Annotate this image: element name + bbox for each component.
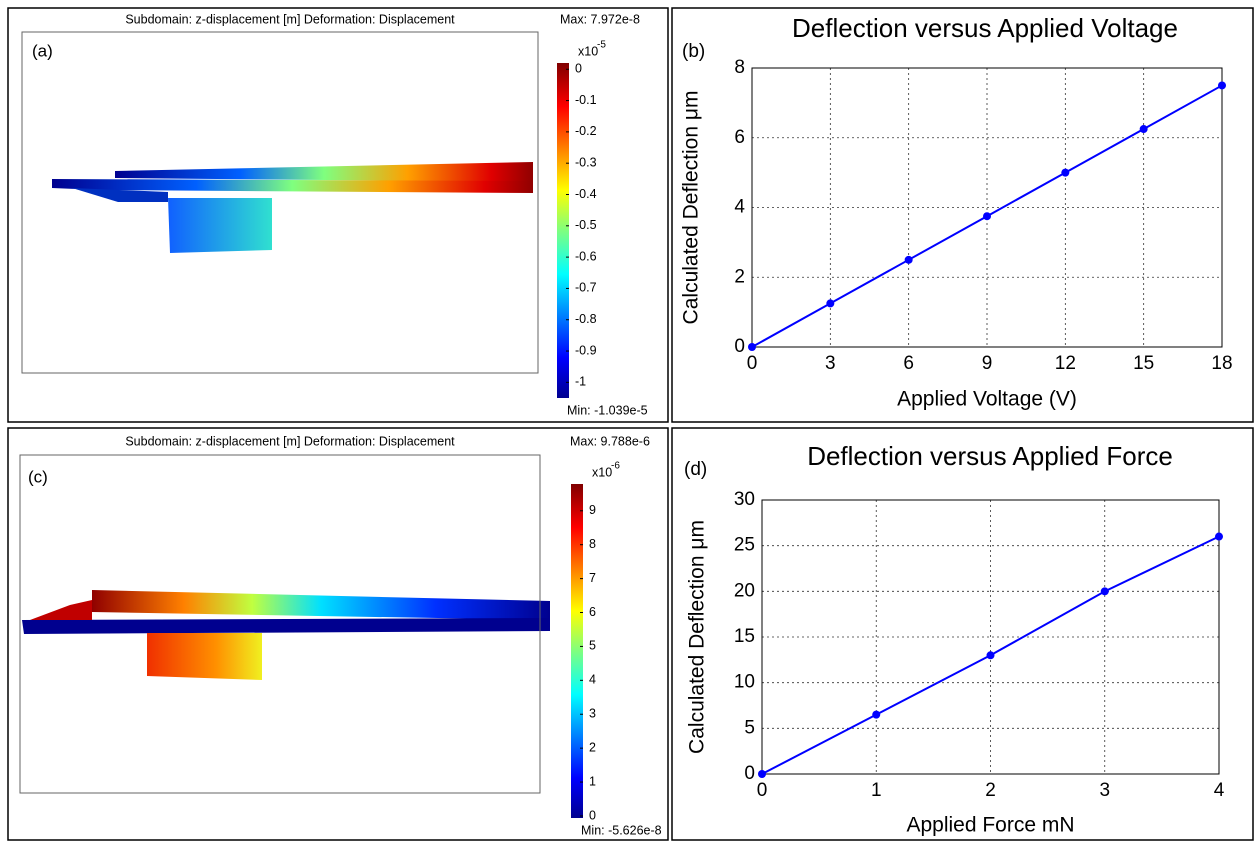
y-tick-label: 15 — [734, 626, 755, 647]
x-tick-label: 4 — [1214, 780, 1225, 801]
colorbar-tick-label: 2 — [589, 740, 596, 754]
colorbar-tick-label: 0 — [575, 62, 582, 76]
y-tick-label: 25 — [734, 535, 755, 556]
beam-c — [22, 590, 550, 680]
max-label: Max: 7.972e-8 — [560, 12, 640, 26]
beam-a — [52, 162, 533, 253]
data-point — [758, 770, 766, 778]
data-point — [872, 711, 880, 719]
y-tick-label: 0 — [734, 336, 745, 357]
y-tick-label: 4 — [734, 197, 745, 218]
x-tick-label: 9 — [982, 353, 993, 374]
colorbar-exponent-base: x10 — [592, 465, 612, 479]
data-point — [748, 343, 756, 351]
colorbar-tick-label: -0.8 — [575, 312, 597, 326]
data-point — [1101, 587, 1109, 595]
chart-title: Deflection versus Applied Force — [807, 441, 1173, 471]
x-tick-label: 0 — [747, 353, 758, 374]
colorbar-tick-label: -0.6 — [575, 249, 597, 263]
x-tick-label: 15 — [1133, 353, 1154, 374]
figure: Subdomain: z-displacement [m] Deformatio… — [0, 0, 1257, 844]
colorbar-tick-label: 0 — [589, 808, 596, 822]
y-tick-label: 2 — [734, 266, 745, 287]
y-axis-label: Calculated Deflection μm — [686, 520, 709, 754]
colorbar-tick-label: -0.5 — [575, 218, 597, 232]
x-tick-label: 3 — [825, 353, 836, 374]
colorbar-tick-label: -0.7 — [575, 281, 597, 295]
colorbar-tick-label: -0.4 — [575, 187, 597, 201]
data-point — [983, 212, 991, 220]
panel-label: (c) — [28, 467, 48, 486]
colorbar-tick-label: 9 — [589, 503, 596, 517]
colorbar-tick-label: 5 — [589, 639, 596, 653]
colorbar-tick-label: -0.3 — [575, 155, 597, 169]
y-tick-label: 20 — [734, 580, 755, 601]
colorbar — [557, 63, 569, 398]
x-tick-label: 3 — [1099, 780, 1110, 801]
data-point — [1140, 125, 1148, 133]
colorbar-exponent: -6 — [611, 461, 620, 472]
x-axis-label: Applied Voltage (V) — [897, 388, 1077, 411]
plot-frame — [22, 32, 538, 373]
panel-borders — [8, 8, 1253, 840]
panel-label: (b) — [682, 41, 705, 62]
chart-title: Deflection versus Applied Voltage — [792, 13, 1178, 43]
data-point — [826, 299, 834, 307]
data-point — [1061, 169, 1069, 177]
y-tick-label: 8 — [734, 57, 745, 78]
data-point — [987, 651, 995, 659]
header: Subdomain: z-displacement [m] Deformatio… — [125, 12, 455, 26]
colorbar-tick-label: 4 — [589, 673, 596, 687]
colorbar-tick-label: 7 — [589, 571, 596, 585]
x-tick-label: 1 — [871, 780, 882, 801]
panel-label: (d) — [684, 459, 707, 480]
y-tick-label: 6 — [734, 127, 745, 148]
colorbar-tick-label: -1 — [575, 375, 586, 389]
data-point — [1215, 533, 1223, 541]
colorbar-tick-label: -0.9 — [575, 343, 597, 357]
min-label: Min: -1.039e-5 — [567, 403, 648, 417]
y-axis-label: Calculated Deflection μm — [680, 91, 703, 325]
max-label: Max: 9.788e-6 — [570, 434, 650, 448]
panel-label: (a) — [32, 41, 53, 60]
colorbar-exponent-base: x10 — [578, 44, 598, 58]
colorbar-exponent: -5 — [597, 40, 606, 51]
x-tick-label: 12 — [1055, 353, 1076, 374]
y-tick-label: 5 — [744, 717, 755, 738]
colorbar-tick-label: -0.2 — [575, 124, 597, 138]
x-tick-label: 18 — [1211, 353, 1232, 374]
colorbar-tick-label: 6 — [589, 605, 596, 619]
header: Subdomain: z-displacement [m] Deformatio… — [125, 434, 455, 448]
data-point — [905, 256, 913, 264]
colorbar-tick-label: 8 — [589, 537, 596, 551]
x-tick-label: 6 — [903, 353, 914, 374]
y-tick-label: 30 — [734, 489, 755, 510]
colorbar — [571, 484, 583, 818]
colorbar-tick-label: 1 — [589, 774, 596, 788]
y-tick-label: 10 — [734, 672, 755, 693]
data-point — [1218, 81, 1226, 89]
colorbar-tick-label: 3 — [589, 707, 596, 721]
x-tick-label: 0 — [757, 780, 768, 801]
min-label: Min: -5.626e-8 — [581, 823, 662, 837]
x-tick-label: 2 — [985, 780, 996, 801]
x-axis-label: Applied Force mN — [906, 814, 1074, 837]
colorbar-tick-label: -0.1 — [575, 93, 597, 107]
y-tick-label: 0 — [744, 763, 755, 784]
